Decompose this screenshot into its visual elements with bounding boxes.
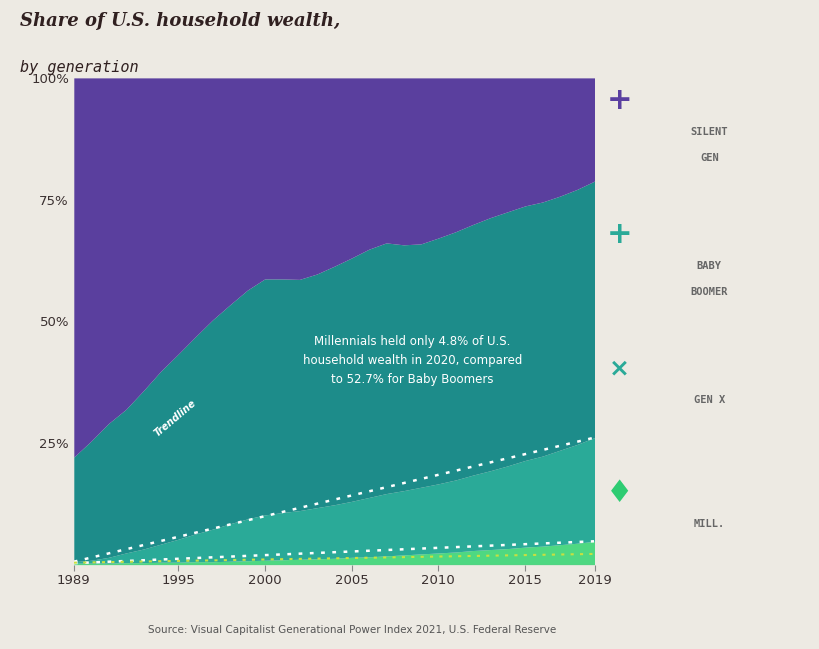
Text: by generation: by generation bbox=[20, 60, 139, 75]
Text: ×: × bbox=[608, 357, 629, 380]
Text: MILL.: MILL. bbox=[693, 519, 724, 529]
Text: +: + bbox=[605, 86, 631, 115]
Text: Share of U.S. household wealth,: Share of U.S. household wealth, bbox=[20, 12, 341, 30]
Text: BOOMER: BOOMER bbox=[690, 287, 727, 297]
Text: +: + bbox=[605, 221, 631, 249]
Text: Source: Visual Capitalist Generational Power Index 2021, U.S. Federal Reserve: Source: Visual Capitalist Generational P… bbox=[148, 625, 556, 635]
Text: SILENT: SILENT bbox=[690, 127, 727, 136]
Text: Millennials held only 4.8% of U.S.
household wealth in 2020, compared
to 52.7% f: Millennials held only 4.8% of U.S. house… bbox=[302, 335, 522, 386]
Text: Trendline: Trendline bbox=[152, 397, 197, 438]
Text: ♦: ♦ bbox=[604, 479, 632, 508]
Text: GEN: GEN bbox=[699, 153, 717, 162]
Text: BABY: BABY bbox=[696, 261, 721, 271]
Text: GEN X: GEN X bbox=[693, 395, 724, 404]
